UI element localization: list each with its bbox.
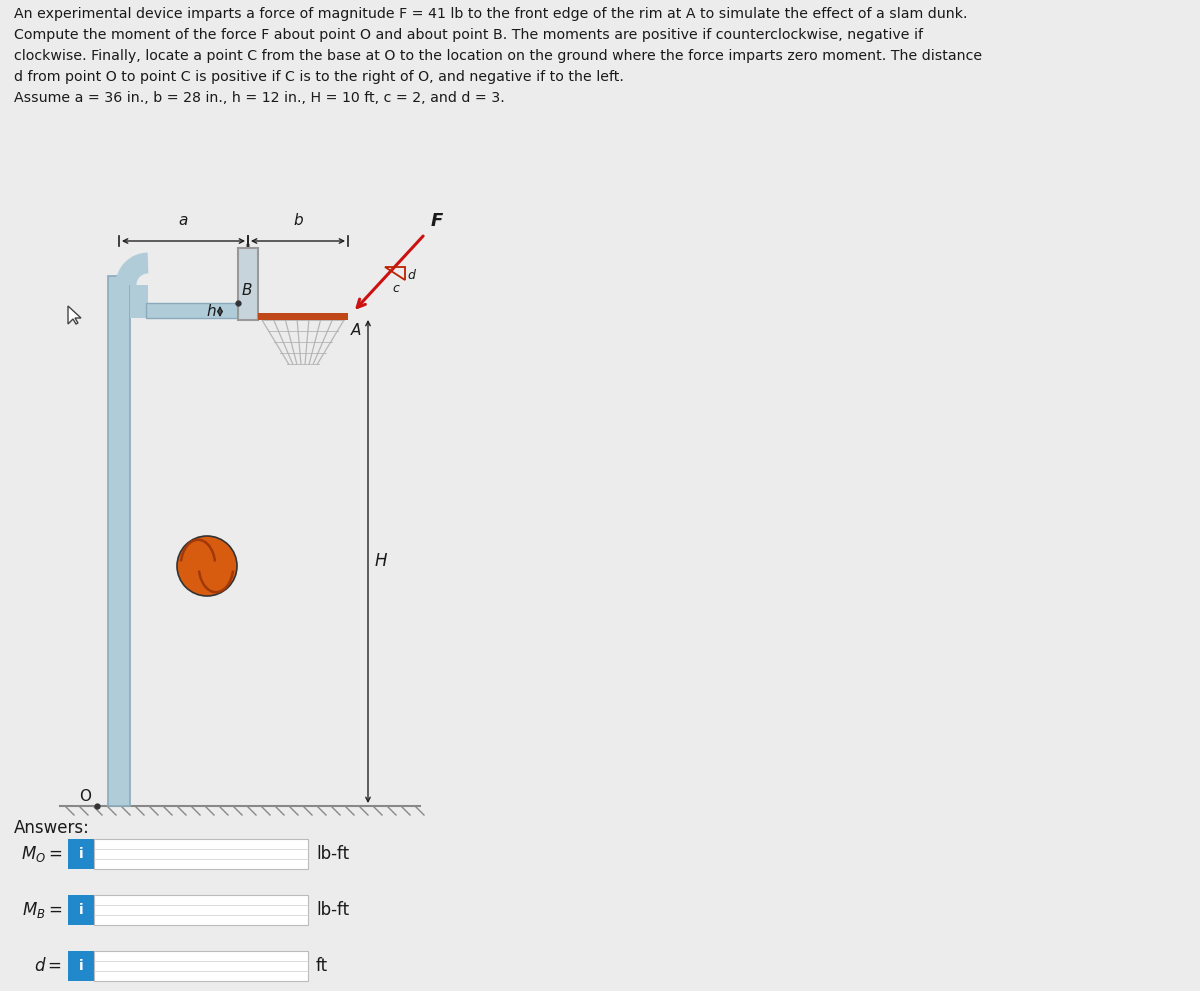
Text: B: B [242, 283, 252, 298]
Bar [94, 951, 308, 981]
Bar [146, 303, 240, 318]
Text: c: c [392, 282, 400, 295]
Bar [68, 839, 94, 869]
Bar [68, 951, 94, 981]
Polygon shape [68, 306, 82, 324]
Text: $d=$: $d=$ [34, 957, 62, 975]
Text: Compute the moment of the force F about point O and about point B. The moments a: Compute the moment of the force F about … [14, 28, 923, 42]
Text: H: H [374, 553, 388, 571]
Bar [94, 839, 308, 869]
Text: b: b [293, 213, 302, 228]
Text: h: h [206, 304, 216, 319]
Bar [258, 313, 348, 320]
Text: lb-ft: lb-ft [316, 901, 349, 919]
Text: d from point O to point C is positive if C is to the right of O, and negative if: d from point O to point C is positive if… [14, 70, 624, 84]
Circle shape [178, 536, 238, 596]
Text: F: F [431, 212, 443, 230]
Text: Assume a = 36 in., b = 28 in., h = 12 in., H = 10 ft, c = 2, and d = 3.: Assume a = 36 in., b = 28 in., h = 12 in… [14, 91, 505, 105]
Text: $M_O=$: $M_O=$ [20, 844, 62, 864]
Text: lb-ft: lb-ft [316, 845, 349, 863]
Bar [94, 895, 308, 925]
Bar [108, 276, 130, 806]
Text: Answers:: Answers: [14, 819, 90, 837]
Text: d: d [407, 269, 415, 282]
Text: A: A [352, 323, 361, 338]
Text: i: i [79, 959, 83, 973]
Bar [130, 285, 148, 318]
Text: O: O [79, 789, 91, 804]
Text: clockwise. Finally, locate a point C from the base at O to the location on the g: clockwise. Finally, locate a point C fro… [14, 49, 982, 63]
Bar [68, 895, 94, 925]
Text: ft: ft [316, 957, 328, 975]
Bar [238, 248, 258, 320]
Text: i: i [79, 847, 83, 861]
Text: i: i [79, 903, 83, 917]
Text: $M_B=$: $M_B=$ [22, 900, 62, 920]
Text: a: a [179, 213, 188, 228]
Text: An experimental device imparts a force of magnitude F = 41 lb to the front edge : An experimental device imparts a force o… [14, 7, 967, 21]
